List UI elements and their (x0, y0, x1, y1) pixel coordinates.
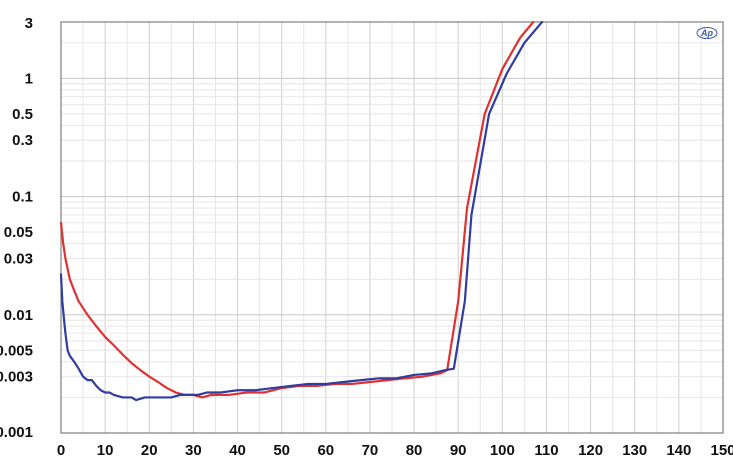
y-tick-label: 0.001 (0, 424, 33, 441)
x-tick-label: 80 (406, 442, 423, 459)
y-tick-label: 0.01 (4, 307, 33, 324)
x-tick-label: 130 (622, 442, 647, 459)
series-layer (59, 20, 544, 402)
grid-lines (61, 22, 723, 433)
y-tick-label: 0.1 (12, 189, 33, 206)
x-tick-label: 120 (578, 442, 603, 459)
ap-logo: Ap (696, 27, 718, 39)
series-line-2 (59, 20, 544, 402)
ap-logo-text: Ap (700, 28, 713, 38)
x-tick-label: 20 (141, 442, 158, 459)
y-tick-label: 3 (25, 15, 33, 32)
x-tick-label: 30 (185, 442, 202, 459)
x-tick-label: 40 (229, 442, 246, 459)
x-tick-label: 90 (450, 442, 467, 459)
x-tick-label: 10 (97, 442, 114, 459)
y-axis-tick-labels: 3 1 0.5 0.3 0.1 0.05 0.03 0.01 0.005 0.003 0.001 (0, 15, 33, 441)
y-tick-label: 0.005 (0, 342, 33, 359)
x-tick-label: 140 (666, 442, 691, 459)
x-axis-tick-labels: 0 10 20 30 40 50 60 70 80 90 100 110 120 130 140 150 (57, 442, 733, 459)
x-tick-label: 60 (317, 442, 334, 459)
y-tick-label: 0.05 (4, 224, 33, 241)
x-tick-label: 50 (273, 442, 290, 459)
ap-logo-ring-icon (696, 27, 718, 39)
x-tick-label: 150 (710, 442, 733, 459)
y-tick-label: 1 (25, 70, 33, 87)
y-tick-label: 0.003 (0, 369, 33, 386)
x-tick-label: 0 (57, 442, 65, 459)
y-tick-label: 0.3 (12, 132, 33, 149)
series-line-1 (59, 20, 535, 399)
y-tick-label: 0.03 (4, 250, 33, 267)
y-tick-label: 0.5 (12, 106, 33, 123)
x-tick-label: 70 (362, 442, 379, 459)
x-tick-label: 100 (490, 442, 515, 459)
x-tick-label: 110 (534, 442, 558, 459)
